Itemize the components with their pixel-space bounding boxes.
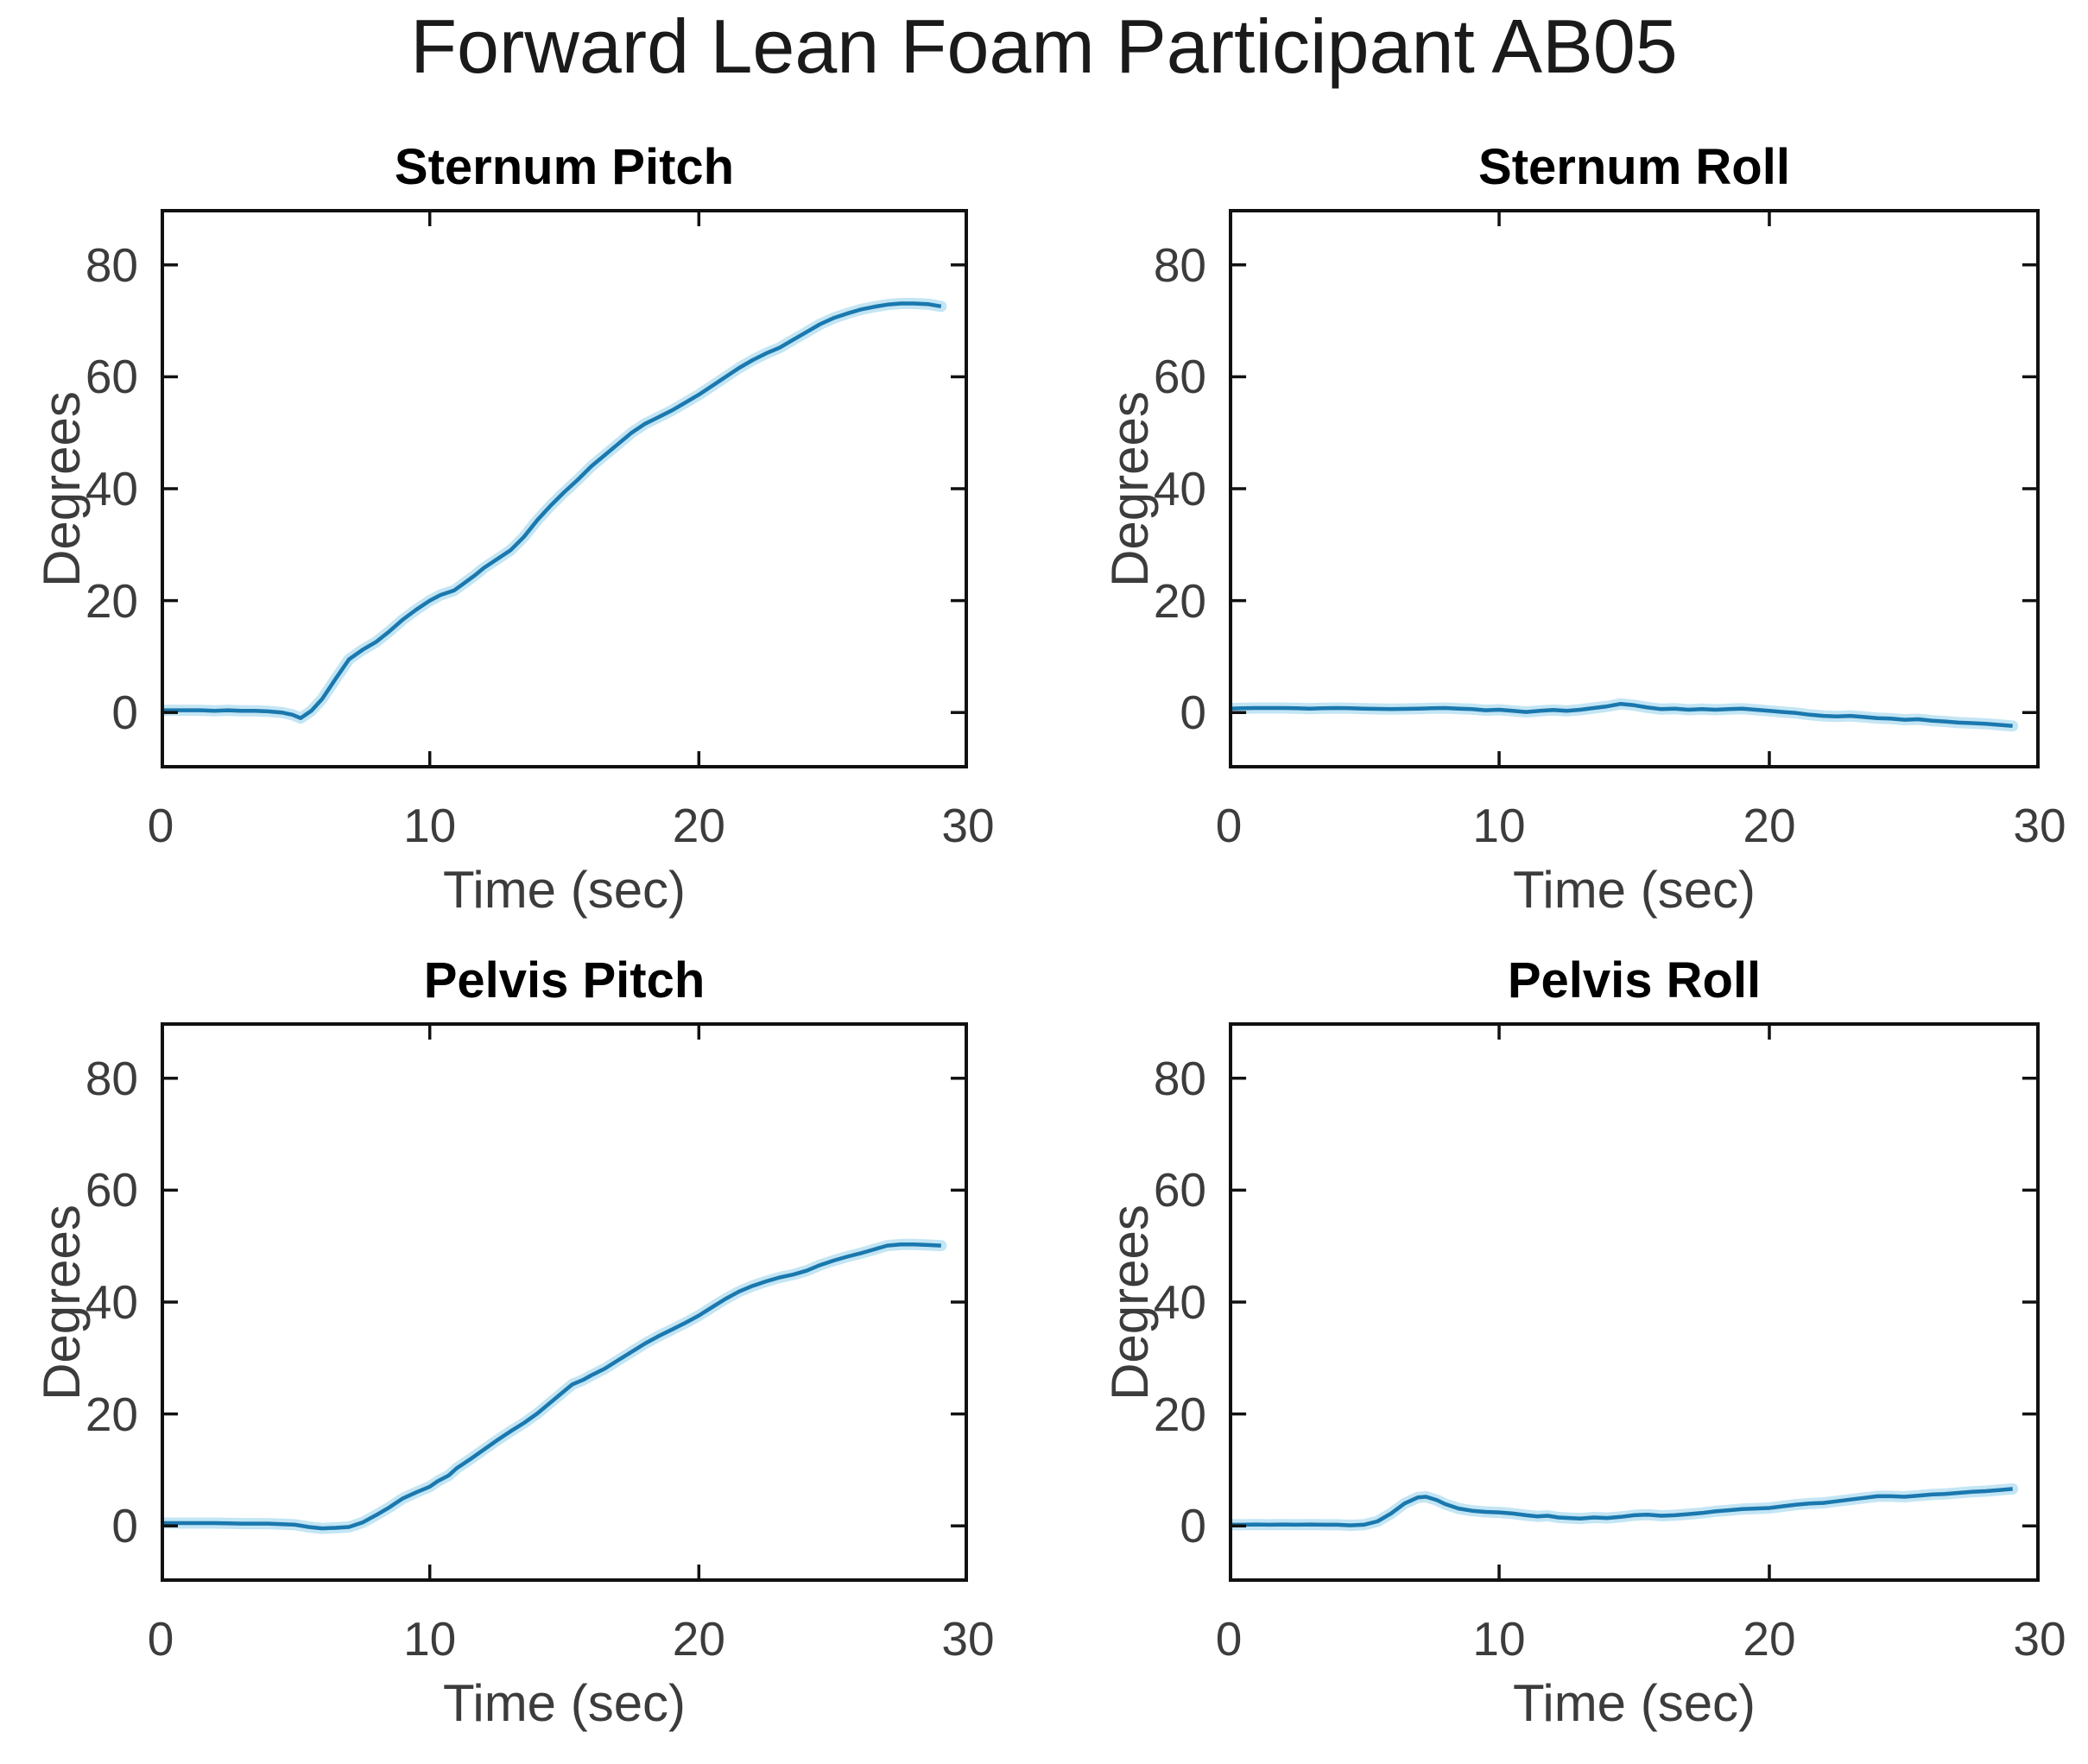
signal-line [1229,701,2013,729]
x-axis-label: Time (sec) [1512,861,1756,919]
x-axis-label: Time (sec) [1512,1674,1756,1732]
x-tick-label: 30 [941,1612,995,1666]
x-tick-label: 0 [1215,799,1243,852]
y-axis-label: Degrees [32,390,91,587]
y-tick-label: 20 [1153,573,1206,628]
subplot-sternum-pitch: Sternum Pitch Degrees 0 20 40 60 80 0 10 20 30 … [33,140,995,920]
subplot-title: Sternum Pitch [394,139,735,195]
x-tick-label: 0 [147,799,174,852]
subplot-pelvis-roll: Pelvis Roll Degrees 0 20 40 60 80 0 10 20 30 Ti… [1101,953,2066,1733]
subplot-pelvis-pitch: Pelvis Pitch Degrees 0 20 40 60 80 0 10 20 30 T… [33,953,995,1733]
axes-border [161,1022,968,1582]
y-axis-label: Degrees [1100,1204,1159,1400]
y-tick-label: 0 [1180,1499,1206,1553]
y-axis-label-wrap: Degrees [1101,1022,1159,1582]
x-tick-label: 20 [1743,1612,1796,1666]
y-tick-label: 40 [1153,1275,1206,1329]
y-tick-label: 60 [85,350,138,404]
subplot-title: Pelvis Roll [1507,952,1762,1008]
x-tick-label: 20 [1743,799,1796,852]
y-tick-label: 0 [111,1499,138,1553]
x-tick-label: 20 [672,1612,725,1666]
axes-border [161,209,968,768]
x-axis-label: Time (sec) [442,861,687,919]
y-axis-label-wrap: Degrees [33,1022,91,1582]
x-tick-label: 30 [941,799,995,852]
subplot-title: Pelvis Pitch [423,952,705,1008]
y-axis-label: Degrees [32,1204,91,1400]
y-axis-label-wrap: Degrees [33,209,91,768]
plot-area [161,1022,968,1582]
plot-area [1229,1022,2040,1582]
x-tick-label: 0 [1215,1612,1243,1666]
y-tick-label: 80 [85,1051,138,1105]
y-tick-label: 40 [85,1275,138,1329]
y-axis-label: Degrees [1100,390,1159,587]
y-tick-label: 20 [85,1387,138,1441]
signal-line [161,1242,941,1531]
x-tick-label: 10 [403,1612,457,1666]
y-tick-label: 80 [1153,237,1206,292]
x-tick-label: 10 [1472,799,1526,852]
x-axis-label: Time (sec) [442,1674,687,1732]
signal-line [1229,1487,2013,1527]
y-tick-label: 60 [1153,350,1206,404]
y-tick-label: 20 [85,573,138,628]
figure-title: Forward Lean Foam Participant AB05 [410,3,1678,89]
signal-line-halo [161,1238,947,1534]
axes-border [1229,209,2040,768]
subplot-title: Sternum Roll [1478,139,1790,195]
x-tick-label: 0 [147,1612,174,1666]
y-axis-label-wrap: Degrees [1101,209,1159,768]
y-tick-label: 60 [85,1163,138,1217]
x-tick-label: 10 [1472,1612,1526,1666]
x-tick-label: 20 [672,799,725,852]
x-tick-label: 30 [2013,799,2066,852]
y-tick-label: 60 [1153,1163,1206,1217]
y-tick-label: 40 [1153,462,1206,515]
y-tick-label: 0 [111,686,138,740]
signal-line [161,301,942,720]
plot-area [1229,209,2040,768]
y-tick-label: 0 [1180,686,1206,740]
x-tick-label: 30 [2013,1612,2066,1666]
signal-line-halo [161,298,947,724]
axes-border [1229,1022,2040,1582]
y-tick-label: 20 [1153,1387,1206,1441]
signal-line-halo [1229,1483,2019,1532]
y-tick-label: 80 [85,237,138,292]
y-tick-label: 40 [85,462,138,515]
plot-area [161,209,968,768]
y-tick-label: 80 [1153,1051,1206,1105]
subplot-sternum-roll: Sternum Roll Degrees 0 20 40 60 80 0 10 20 30 T… [1101,140,2066,920]
x-tick-label: 10 [403,799,457,852]
